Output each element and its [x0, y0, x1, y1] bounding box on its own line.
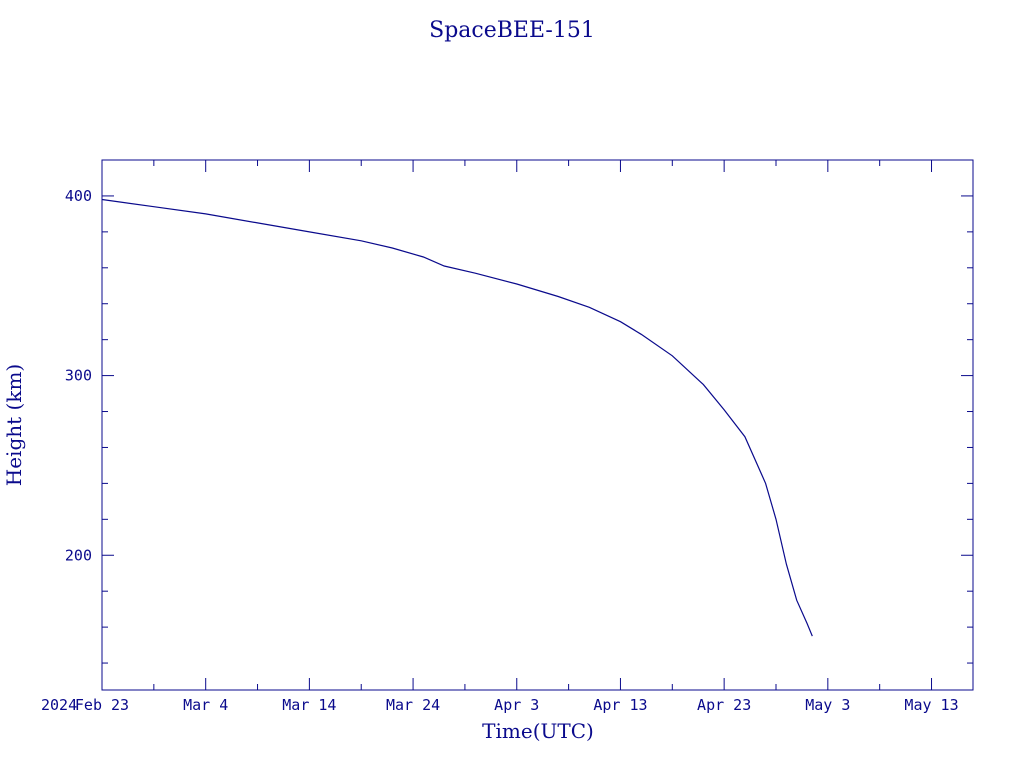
x-tick-label: Apr 3	[494, 696, 539, 714]
x-axis-title: Time(UTC)	[482, 719, 594, 743]
y-tick-label: 300	[65, 367, 92, 385]
x-axis-year-label: 2024	[41, 696, 77, 714]
x-tick-label: May 3	[805, 696, 850, 714]
x-tick-label: Feb 23	[75, 696, 129, 714]
x-tick-label: Apr 13	[593, 696, 647, 714]
chart-title: SpaceBEE-151	[429, 18, 595, 43]
x-tick-label: Apr 23	[697, 696, 751, 714]
series-line-height	[101, 198, 813, 637]
x-tick-label: Mar 14	[282, 696, 336, 714]
x-tick-label: May 13	[904, 696, 958, 714]
y-axis-ticks	[102, 195, 973, 664]
x-tick-label: Mar 24	[386, 696, 440, 714]
x-axis-tick-labels: Feb 23 Mar 4 Mar 14 Mar 24 Apr 3 Apr 13 Apr 23…	[75, 696, 959, 714]
plot-frame	[101, 159, 974, 691]
y-tick-label: 200	[65, 546, 92, 564]
y-tick-label: 400	[65, 187, 92, 205]
x-axis-ticks	[101, 160, 933, 690]
y-axis-title: Height (km)	[2, 364, 26, 486]
x-tick-label: Mar 4	[183, 696, 228, 714]
y-axis-tick-labels: 200 300 400	[65, 187, 92, 564]
